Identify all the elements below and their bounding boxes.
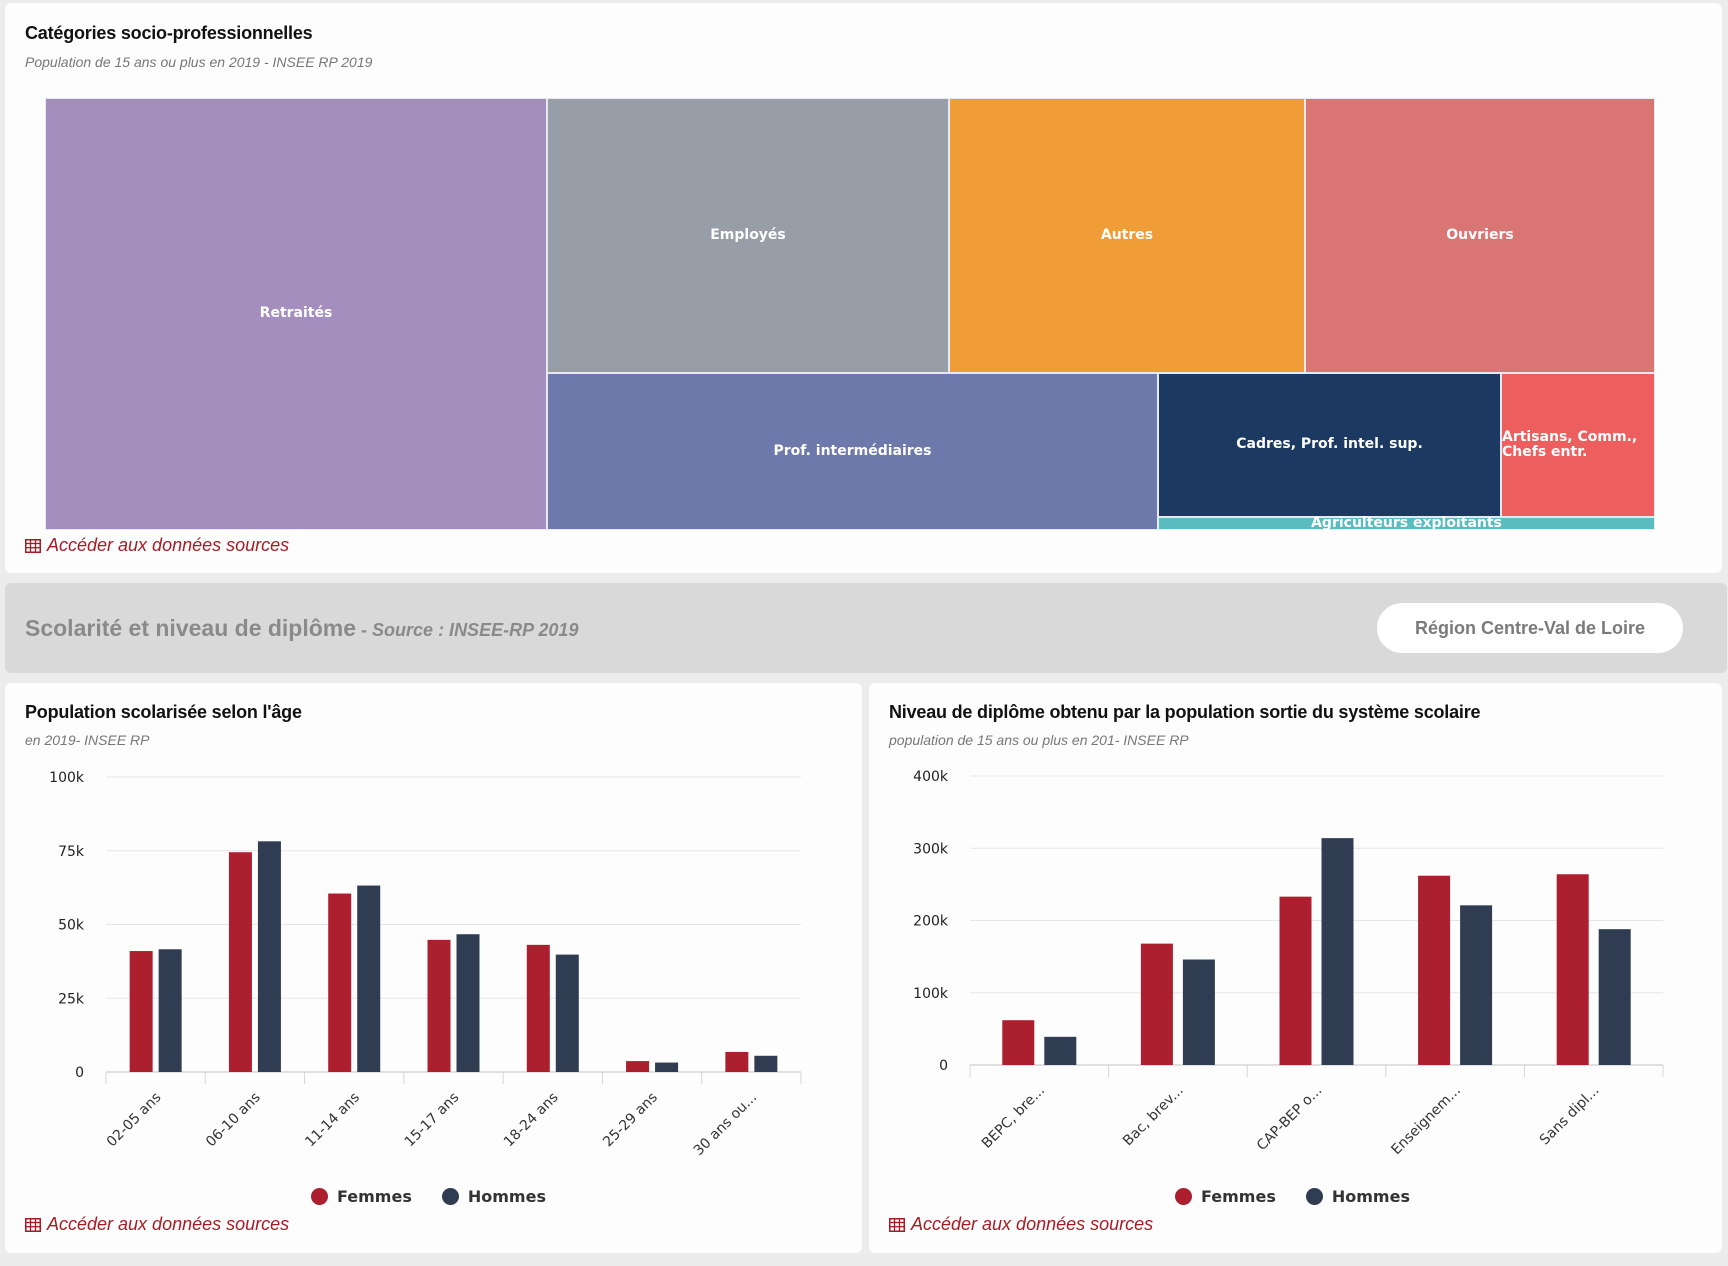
chart-legend: Femmes Hommes: [311, 1187, 546, 1206]
source-data-link-label: Accéder aux données sources: [47, 535, 290, 555]
treemap-cell-label: Retraités: [259, 305, 333, 322]
treemap-cell[interactable]: Ouvriers: [1305, 98, 1655, 373]
source-data-link[interactable]: Accéder aux données sources: [25, 1214, 289, 1235]
legend-marker: [311, 1188, 328, 1205]
x-tick-label: 30 ans ou...: [691, 1090, 760, 1159]
treemap-cell[interactable]: Employés: [547, 98, 949, 373]
legend-label: Hommes: [1331, 1187, 1410, 1206]
region-button[interactable]: Région Centre-Val de Loire: [1377, 603, 1683, 653]
legend-item-femmes[interactable]: Femmes: [311, 1187, 412, 1206]
source-data-link-label: Accéder aux données sources: [47, 1214, 290, 1234]
bar-hommes[interactable]: [158, 949, 182, 1072]
source-data-link-label: Accéder aux données sources: [911, 1214, 1154, 1234]
bar-femmes[interactable]: [626, 1061, 650, 1072]
treemap-cell[interactable]: Agriculteurs exploitants: [1158, 514, 1655, 531]
chart-legend: Femmes Hommes: [1175, 1187, 1410, 1206]
treemap-cell[interactable]: Prof. intermédiaires: [547, 373, 1158, 530]
section-header: Scolarité et niveau de diplôme - Source …: [5, 583, 1727, 673]
legend-marker: [1305, 1188, 1323, 1205]
treemap-cell-label: Employés: [710, 226, 786, 243]
treemap-cell-label: Cadres, Prof. intel. sup.: [1236, 436, 1423, 453]
section-title-text: Scolarité et niveau de diplôme: [25, 615, 357, 641]
table-icon: [25, 1217, 41, 1232]
bar-femmes[interactable]: [228, 852, 252, 1072]
treemap-cell[interactable]: Cadres, Prof. intel. sup.: [1158, 373, 1501, 517]
legend-label: Femmes: [1201, 1187, 1276, 1206]
legend-marker: [1175, 1188, 1192, 1205]
y-tick-label: 50k: [58, 918, 85, 934]
legend-item-femmes[interactable]: Femmes: [1175, 1187, 1276, 1206]
card-title: Catégories socio-professionnelles: [25, 23, 313, 43]
card-title: Population scolarisée selon l'âge: [25, 702, 302, 722]
card-subtitle: en 2019- INSEE RP: [25, 732, 150, 748]
bar-femmes[interactable]: [526, 944, 550, 1072]
card-subtitle: population de 15 ans ou plus en 201- INS…: [889, 732, 1189, 748]
bar-hommes[interactable]: [754, 1055, 778, 1072]
legend-item-hommes[interactable]: Hommes: [441, 1187, 546, 1206]
legend-item-hommes[interactable]: Hommes: [1305, 1187, 1410, 1206]
bar-femmes[interactable]: [427, 939, 451, 1072]
section-source: - Source : INSEE-RP 2019: [356, 620, 579, 640]
section-title: Scolarité et niveau de diplôme - Source …: [25, 615, 578, 642]
y-tick-label: 100k: [49, 770, 85, 786]
y-tick-label: 75k: [58, 844, 85, 860]
treemap-cell-label: Autres: [1100, 226, 1154, 243]
x-tick-label: 18-24 ans: [501, 1090, 562, 1151]
source-data-link[interactable]: Accéder aux données sources: [25, 535, 289, 556]
bar-femmes[interactable]: [725, 1051, 749, 1072]
treemap-cell-label: Artisans, Comm., Chefs entr.: [1502, 428, 1638, 460]
x-tick-label: 02-05 ans: [104, 1090, 165, 1151]
legend-label: Hommes: [467, 1187, 546, 1206]
x-tick-label: 06-10 ans: [203, 1090, 264, 1151]
y-tick-label: 25k: [58, 991, 85, 1007]
legend-label: Femmes: [337, 1187, 412, 1206]
bar-hommes[interactable]: [357, 885, 381, 1072]
x-tick-label: 25-29 ans: [600, 1090, 661, 1151]
bar-hommes[interactable]: [257, 841, 281, 1072]
x-tick-label: 15-17 ans: [402, 1090, 463, 1151]
treemap-cell-label: Ouvriers: [1446, 226, 1514, 243]
bar-femmes[interactable]: [129, 951, 153, 1072]
card-title: Niveau de diplôme obtenu par la populati…: [889, 702, 1481, 722]
treemap-cell-label: Prof. intermédiaires: [773, 442, 932, 459]
bar-hommes[interactable]: [555, 954, 579, 1072]
treemap-cell-label: Agriculteurs exploitants: [1311, 514, 1502, 531]
bar-hommes[interactable]: [456, 934, 480, 1072]
treemap-cell[interactable]: Artisans, Comm., Chefs entr.: [1501, 373, 1655, 517]
treemap-cell[interactable]: Autres: [949, 98, 1305, 373]
x-tick-label: 11-14 ans: [302, 1090, 363, 1151]
table-icon: [25, 538, 41, 553]
legend-marker: [441, 1188, 459, 1205]
bar-femmes[interactable]: [328, 893, 352, 1072]
bar-hommes[interactable]: [655, 1062, 679, 1072]
card-subtitle: Population de 15 ans ou plus en 2019 - I…: [25, 54, 373, 70]
y-tick-label: 0: [75, 1065, 84, 1081]
treemap-cell[interactable]: Retraités: [45, 98, 547, 530]
table-icon: [889, 1217, 905, 1232]
source-data-link[interactable]: Accéder aux données sources: [889, 1214, 1153, 1235]
